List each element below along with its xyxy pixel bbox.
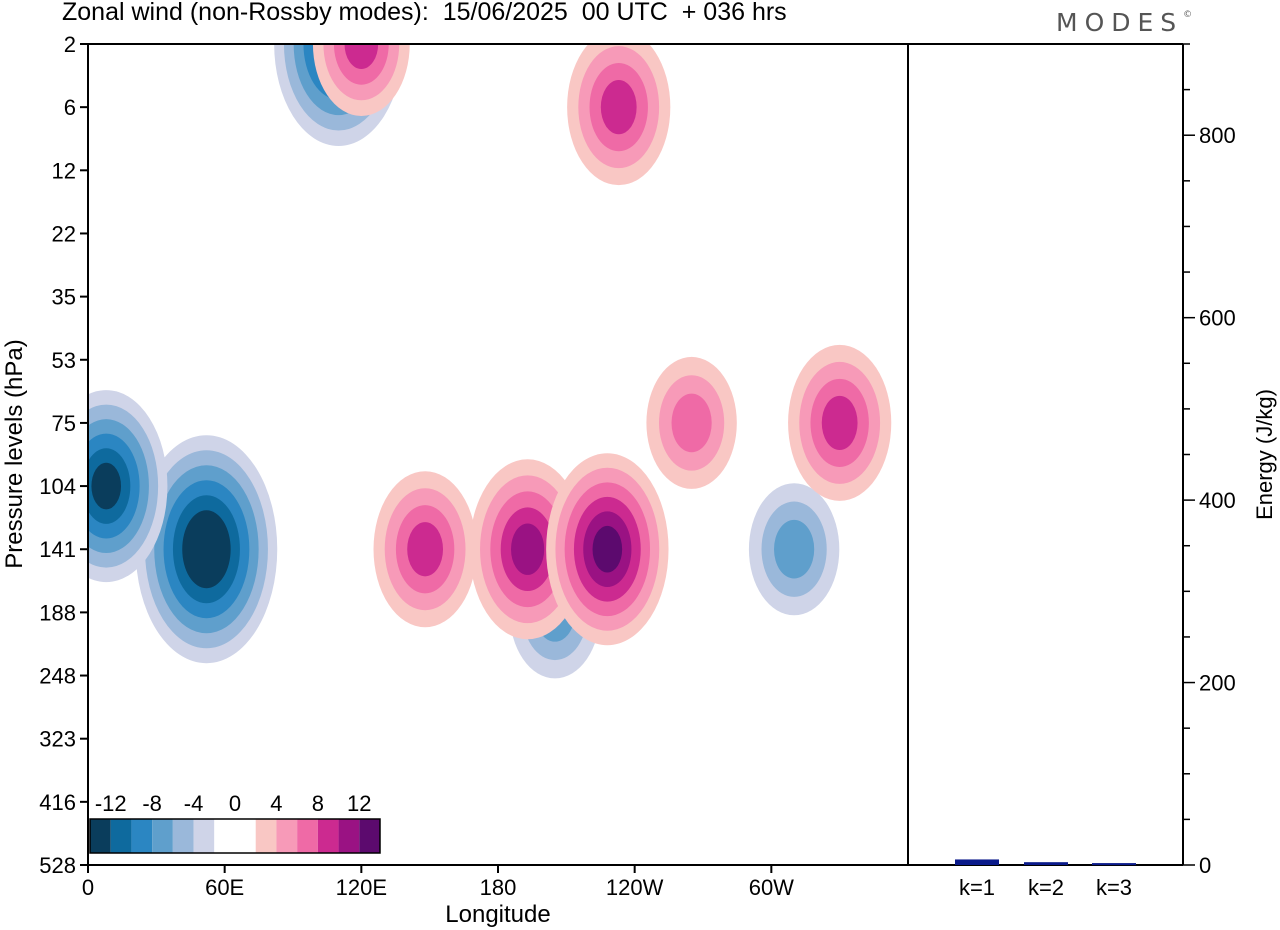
colorbar-label: -12 [95, 791, 127, 816]
colorbar-cell [90, 819, 111, 853]
x-tick-label: 120W [606, 875, 664, 900]
contour-level [91, 462, 122, 510]
colorbar-label: 12 [347, 791, 371, 816]
y-tick-label: 188 [39, 600, 76, 625]
colorbar-cell [193, 819, 215, 853]
contour-level [821, 395, 858, 451]
energy-axis-label: Energy (J/kg) [1252, 389, 1277, 520]
colorbar-cell [172, 819, 194, 853]
energy-tick-label: 800 [1199, 123, 1236, 148]
wind-anomaly-8 [546, 453, 669, 646]
x-tick-label: 180 [480, 875, 517, 900]
y-tick-label: 104 [39, 474, 76, 499]
colorbar-cell [297, 819, 318, 853]
wind-anomaly-2 [88, 390, 168, 583]
colorbar-label: -8 [142, 791, 162, 816]
wind-field [88, 44, 892, 679]
wind-anomaly-9 [567, 44, 671, 186]
colorbar-cell [131, 819, 153, 853]
x-tick-label: 120E [336, 875, 387, 900]
y-tick-label: 141 [39, 537, 76, 562]
y-tick-label: 53 [52, 348, 76, 373]
energy-bar [1092, 863, 1136, 866]
colorbar-cell [338, 819, 360, 853]
x-tick-label: 60E [205, 875, 244, 900]
contour-level [592, 525, 623, 573]
colorbar-cell [214, 819, 235, 853]
y-tick-label: 75 [52, 411, 76, 436]
y-tick-label: 416 [39, 790, 76, 815]
x-axis-label: Longitude [445, 901, 550, 928]
y-tick-label: 22 [52, 221, 76, 246]
y-tick-label: 35 [52, 285, 76, 310]
colorbar-frame [89, 818, 381, 854]
contour-level [671, 393, 712, 453]
energy-category-label: k=3 [1096, 875, 1132, 900]
colorbar-label: 0 [229, 791, 241, 816]
energy-category-label: k=2 [1028, 875, 1064, 900]
y-tick-label: 6 [64, 95, 76, 120]
y-tick-label: 248 [39, 664, 76, 689]
contour-level [774, 519, 815, 579]
energy-tick-label: 0 [1199, 853, 1211, 878]
colorbar-cell [359, 819, 380, 853]
wind-anomaly-10 [788, 344, 892, 501]
y-tick-label: 323 [39, 727, 76, 752]
colorbar-cell [276, 819, 298, 853]
y-tick-label: 12 [52, 158, 76, 183]
y-tick-label: 528 [39, 853, 76, 878]
colorbar-cell [152, 819, 173, 853]
wind-anomaly-5 [748, 483, 840, 616]
contour-level [407, 522, 444, 577]
energy-bar [955, 859, 999, 865]
wind-anomaly-11 [646, 356, 737, 489]
wind-anomaly-12 [312, 44, 410, 116]
colorbar-cell [255, 819, 277, 853]
x-tick-label: 0 [82, 875, 94, 900]
energy-bar [1024, 862, 1068, 865]
colorbar-label: 8 [312, 791, 324, 816]
contour-level [511, 523, 545, 575]
wind-anomaly-1 [135, 435, 278, 664]
colorbar-cell [235, 819, 256, 853]
x-tick-label: 60W [749, 875, 794, 900]
colorbar: -12 -8 -4 0 4 8 12 [89, 791, 381, 854]
contour-level [182, 510, 231, 589]
energy-panel: 0 200 400 600 800 Energy (J/kg) k=1 k=2 k=3 [908, 43, 1277, 900]
contour-level [344, 44, 379, 69]
chart-title: Zonal wind (non-Rossby modes): 15/06/202… [62, 0, 787, 26]
y-axis-label: Pressure levels (hPa) [1, 339, 28, 568]
colorbar-cell [110, 819, 132, 853]
energy-tick-label: 400 [1199, 488, 1236, 513]
energy-tick-label: 600 [1199, 306, 1236, 331]
colorbar-label: -4 [184, 791, 204, 816]
wind-anomaly-7 [373, 471, 477, 628]
energy-tick-label: 200 [1199, 671, 1236, 696]
contour-level [600, 80, 637, 135]
energy-category-label: k=1 [959, 875, 995, 900]
colorbar-label: 4 [270, 791, 282, 816]
modes-logo: MODES© [1056, 8, 1193, 37]
y-tick-label: 2 [64, 32, 76, 57]
colorbar-cell [317, 819, 339, 853]
